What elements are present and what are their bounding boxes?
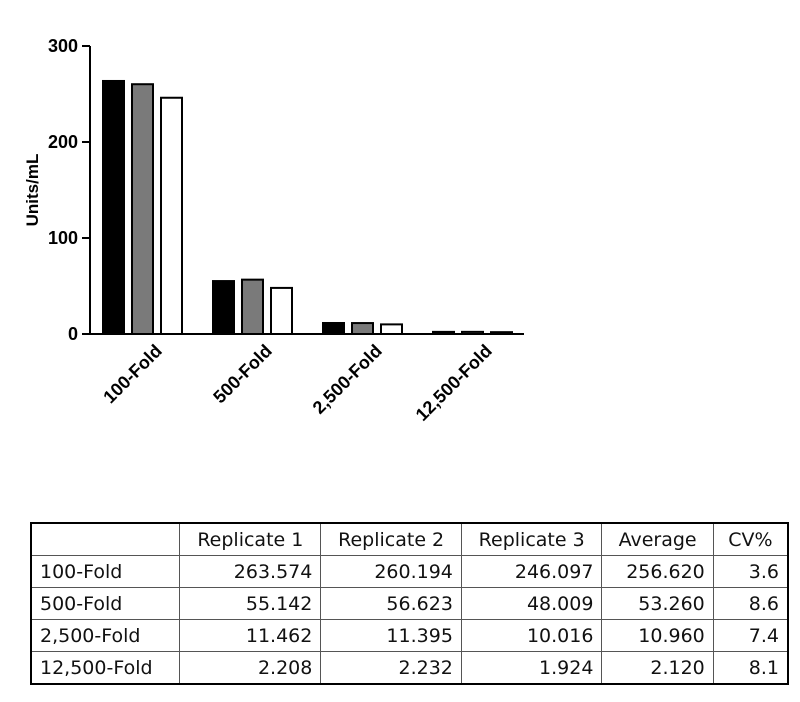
table-row-header: 2,500-Fold [30,619,181,652]
table-row: 12,500-Fold 2.208 2.232 1.924 2.120 8.1 [30,651,789,685]
table-row-header: 12,500-Fold [30,651,181,685]
bar [160,96,183,335]
table-cell: 260.194 [320,555,462,588]
table-column-header: CV% [712,522,789,556]
table-column-header: Replicate 3 [460,522,603,556]
table-cell: 8.1 [712,651,789,685]
bar [212,280,235,336]
table-cell: 2.208 [179,651,322,685]
table-cell: 8.6 [712,587,789,620]
bar [322,321,345,336]
x-category-label: 2,500-Fold [309,341,386,418]
bar-chart: 0 100 200 300 100-Fold 500-Fold 2,500-Fold 12,… [23,36,524,425]
table-cell: 11.462 [179,619,322,652]
bar [351,322,374,335]
x-category-label: 12,500-Fold [412,341,496,425]
table-cell: 11.395 [320,619,462,652]
y-tick-label: 100 [48,228,78,248]
table-cell: 48.009 [460,587,603,620]
y-tick-label: 300 [48,36,78,56]
table-cell: 10.016 [460,619,603,652]
table-row-header: 100-Fold [30,555,181,588]
table-row: 100-Fold 263.574 260.194 246.097 256.620 3.6 [30,555,789,588]
table-cell: 2.232 [320,651,462,685]
table-column-header: Average [601,522,714,556]
table-cell: 55.142 [179,587,322,620]
x-category-label: 500-Fold [209,341,275,407]
y-axis-title: Units/mL [23,154,42,227]
table-row: 500-Fold 55.142 56.623 48.009 53.260 8.6 [30,587,789,620]
table-column-header: Replicate 2 [320,522,462,556]
bars [102,79,513,336]
table-row-header: 500-Fold [30,587,181,620]
table-cell: 256.620 [601,555,714,588]
table-cell: 10.960 [601,619,714,652]
table-cell: 263.574 [179,555,322,588]
bar [270,286,293,335]
table-column-header: Replicate 1 [179,522,322,556]
table-header-row: Replicate 1 Replicate 2 Replicate 3 Average… [30,522,789,556]
table-body: 100-Fold 263.574 260.194 246.097 256.620 3.6 5… [30,555,789,685]
table-cell: 246.097 [460,555,603,588]
bar [131,83,154,335]
x-category-label: 100-Fold [99,341,165,407]
table-corner-cell [30,522,181,556]
table-cell: 1.924 [460,651,603,685]
bar [102,79,125,335]
table-cell: 2.120 [601,651,714,685]
x-axis: 100-Fold 500-Fold 2,500-Fold 12,500-Fold [89,333,524,425]
data-table: Replicate 1 Replicate 2 Replicate 3 Average… [30,522,789,685]
bar [241,278,264,335]
bar [380,323,403,336]
y-axis: 0 100 200 300 [48,36,91,344]
y-tick-label: 200 [48,132,78,152]
y-tick-label: 0 [68,324,78,344]
table-cell: 3.6 [712,555,789,588]
table-row: 2,500-Fold 11.462 11.395 10.016 10.960 7.4 [30,619,789,652]
table-cell: 53.260 [601,587,714,620]
table-cell: 7.4 [712,619,789,652]
table-cell: 56.623 [320,587,462,620]
